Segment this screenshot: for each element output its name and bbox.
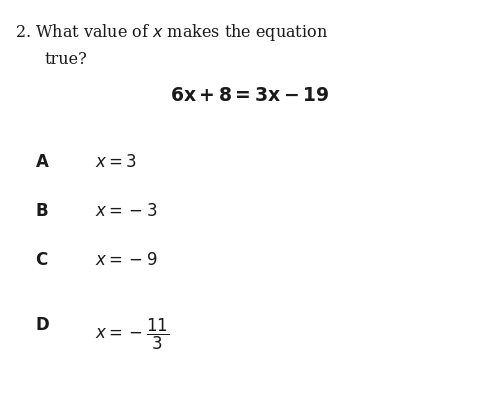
Text: $\mathbf{A}$: $\mathbf{A}$ [35,154,50,171]
Text: true?: true? [45,51,88,68]
Text: $\mathbf{6x + 8 = 3x - 19}$: $\mathbf{6x + 8 = 3x - 19}$ [170,87,330,105]
Text: $x = 3$: $x = 3$ [95,154,137,171]
Text: $x = -9$: $x = -9$ [95,251,158,268]
Text: $\mathbf{B}$: $\mathbf{B}$ [35,202,48,220]
Text: $\mathbf{D}$: $\mathbf{D}$ [35,316,50,333]
Text: $\mathbf{C}$: $\mathbf{C}$ [35,251,48,268]
Text: $x = -3$: $x = -3$ [95,202,158,220]
Text: 2. What value of $x$ makes the equation: 2. What value of $x$ makes the equation [15,22,328,43]
Text: $x = -\dfrac{11}{3}$: $x = -\dfrac{11}{3}$ [95,316,169,351]
